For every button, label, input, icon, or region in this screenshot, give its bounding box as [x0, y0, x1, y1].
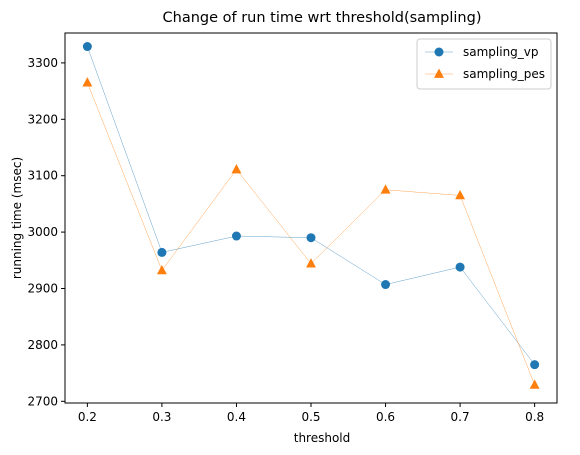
y-tick-label: 2700: [27, 394, 58, 408]
series-layer: [82, 42, 540, 389]
point-sampling-pes: [82, 77, 93, 87]
series-line-sampling-vp: [87, 46, 535, 365]
legend-label-sampling-pes: sampling_pes: [463, 67, 545, 81]
point-sampling-pes: [380, 184, 391, 194]
x-tick-label: 0.5: [301, 410, 320, 424]
x-axis: 0.2 0.3 0.4 0.5 0.6 0.7 0.8: [78, 403, 544, 424]
point-sampling-pes: [455, 189, 466, 200]
y-tick-label: 3300: [27, 56, 58, 70]
y-tick-label: 3200: [27, 112, 58, 126]
x-tick-label: 0.4: [227, 410, 246, 424]
point-sampling-vp: [82, 42, 92, 52]
point-sampling-pes: [306, 258, 316, 268]
legend: sampling_vp sampling_pes: [416, 38, 552, 90]
legend-marker-sampling-vp: [434, 47, 444, 57]
x-tick-label: 0.8: [525, 410, 544, 424]
y-axis: 2700 2800 2900 3000 3100 3200 3300: [27, 56, 65, 408]
x-tick-label: 0.7: [451, 410, 470, 424]
point-sampling-vp: [157, 247, 167, 257]
legend-label-sampling-vp: sampling_vp: [463, 45, 539, 59]
point-sampling-vp: [530, 360, 540, 370]
point-sampling-pes: [156, 264, 167, 275]
y-tick-label: 3000: [27, 225, 58, 239]
x-axis-label: threshold: [294, 431, 351, 445]
point-sampling-pes: [529, 379, 540, 389]
y-axis-label: running time (msec): [10, 157, 24, 279]
x-tick-label: 0.2: [78, 410, 97, 424]
y-tick-label: 2900: [27, 282, 58, 296]
y-tick-label: 3100: [27, 169, 58, 183]
chart-title: Change of run time wrt threshold(samplin…: [163, 10, 482, 26]
point-sampling-vp: [381, 280, 391, 290]
legend-marker-sampling-pes: [434, 68, 444, 78]
point-sampling-pes: [231, 163, 242, 174]
point-sampling-vp: [455, 262, 465, 272]
point-sampling-vp: [306, 233, 316, 243]
point-sampling-vp: [231, 231, 241, 241]
x-tick-label: 0.6: [376, 410, 395, 424]
x-tick-label: 0.3: [152, 410, 171, 424]
legend-box: [416, 38, 552, 90]
y-tick-label: 2800: [27, 338, 58, 352]
